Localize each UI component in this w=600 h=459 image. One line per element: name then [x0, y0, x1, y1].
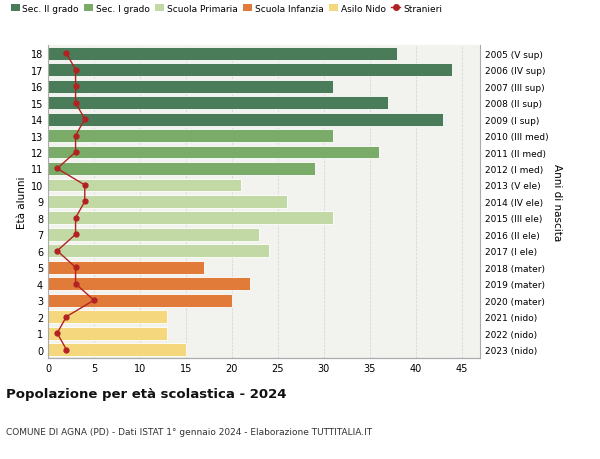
Bar: [48, 48, 397, 61]
Bar: [48, 261, 204, 274]
Bar: [48, 196, 287, 208]
Bar: [48, 97, 388, 110]
Bar: [48, 81, 333, 93]
Bar: [48, 162, 314, 175]
Bar: [48, 245, 269, 257]
Bar: [48, 179, 241, 192]
Bar: [48, 311, 167, 323]
Bar: [48, 64, 452, 77]
Bar: [48, 278, 250, 291]
Bar: [48, 294, 232, 307]
Text: Popolazione per età scolastica - 2024: Popolazione per età scolastica - 2024: [6, 387, 287, 400]
Legend: Sec. II grado, Sec. I grado, Scuola Primaria, Scuola Infanzia, Asilo Nido, Stran: Sec. II grado, Sec. I grado, Scuola Prim…: [11, 5, 442, 13]
Bar: [48, 113, 443, 126]
Y-axis label: Anni di nascita: Anni di nascita: [553, 163, 562, 241]
Bar: [48, 343, 186, 356]
Bar: [48, 130, 333, 143]
Bar: [48, 229, 259, 241]
Bar: [48, 146, 379, 159]
Y-axis label: Età alunni: Età alunni: [17, 176, 26, 228]
Text: COMUNE DI AGNA (PD) - Dati ISTAT 1° gennaio 2024 - Elaborazione TUTTITALIA.IT: COMUNE DI AGNA (PD) - Dati ISTAT 1° genn…: [6, 427, 372, 436]
Bar: [48, 327, 167, 340]
Bar: [48, 212, 333, 225]
